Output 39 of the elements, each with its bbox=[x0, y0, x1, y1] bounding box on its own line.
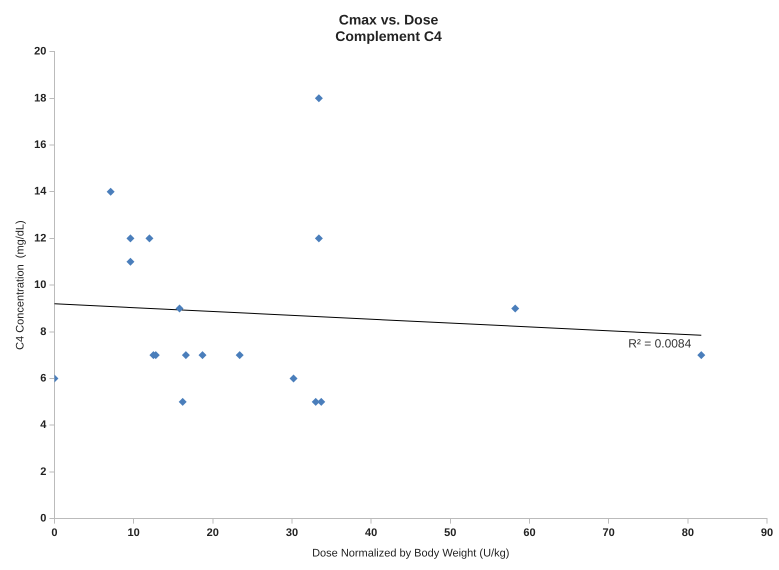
x-tick-label: 80 bbox=[682, 527, 694, 540]
x-tick-label: 10 bbox=[127, 527, 140, 540]
x-tick-label: 50 bbox=[444, 527, 456, 540]
y-tick-label: 14 bbox=[34, 186, 48, 198]
y-tick-label: 2 bbox=[40, 466, 46, 478]
point bbox=[176, 304, 184, 312]
x-tick-label: 20 bbox=[206, 527, 219, 540]
y-tick-label: 4 bbox=[40, 419, 48, 432]
y-tick-label: 12 bbox=[34, 232, 46, 244]
y-tick-label: 0 bbox=[40, 512, 46, 525]
y-tick-label: 18 bbox=[34, 92, 46, 104]
point bbox=[511, 304, 520, 312]
point bbox=[290, 374, 298, 382]
point bbox=[236, 351, 244, 360]
y-tick-label: 10 bbox=[34, 279, 46, 292]
x-tick-label: 60 bbox=[523, 527, 536, 540]
x-axis-title: Dose Normalized by Body Weight (U/kg) bbox=[312, 547, 510, 560]
point bbox=[182, 351, 190, 360]
point bbox=[106, 188, 115, 196]
x-tick-label: 0 bbox=[51, 527, 58, 540]
chart-title: Cmax vs. Dose Complement C4 bbox=[335, 11, 442, 44]
point bbox=[126, 258, 134, 266]
point bbox=[314, 234, 323, 242]
point bbox=[145, 234, 154, 242]
x-tick-label: 30 bbox=[286, 527, 298, 540]
y-tick-label: 6 bbox=[40, 372, 46, 385]
y-tick-label: 20 bbox=[34, 46, 46, 58]
point bbox=[126, 234, 134, 242]
point bbox=[697, 351, 706, 360]
point bbox=[314, 94, 323, 102]
x-tick-label: 90 bbox=[760, 527, 774, 540]
x-tick-label: 40 bbox=[365, 527, 378, 540]
y-axis-title: C4 Concentration (mg/dL) bbox=[14, 220, 27, 350]
y-tick-label: 16 bbox=[34, 139, 46, 152]
y-tick-label: 8 bbox=[40, 326, 46, 338]
x-tick-label: 70 bbox=[602, 527, 615, 540]
annotation: R² = 0.0084 bbox=[628, 336, 692, 351]
point bbox=[198, 351, 206, 360]
point bbox=[178, 398, 187, 406]
